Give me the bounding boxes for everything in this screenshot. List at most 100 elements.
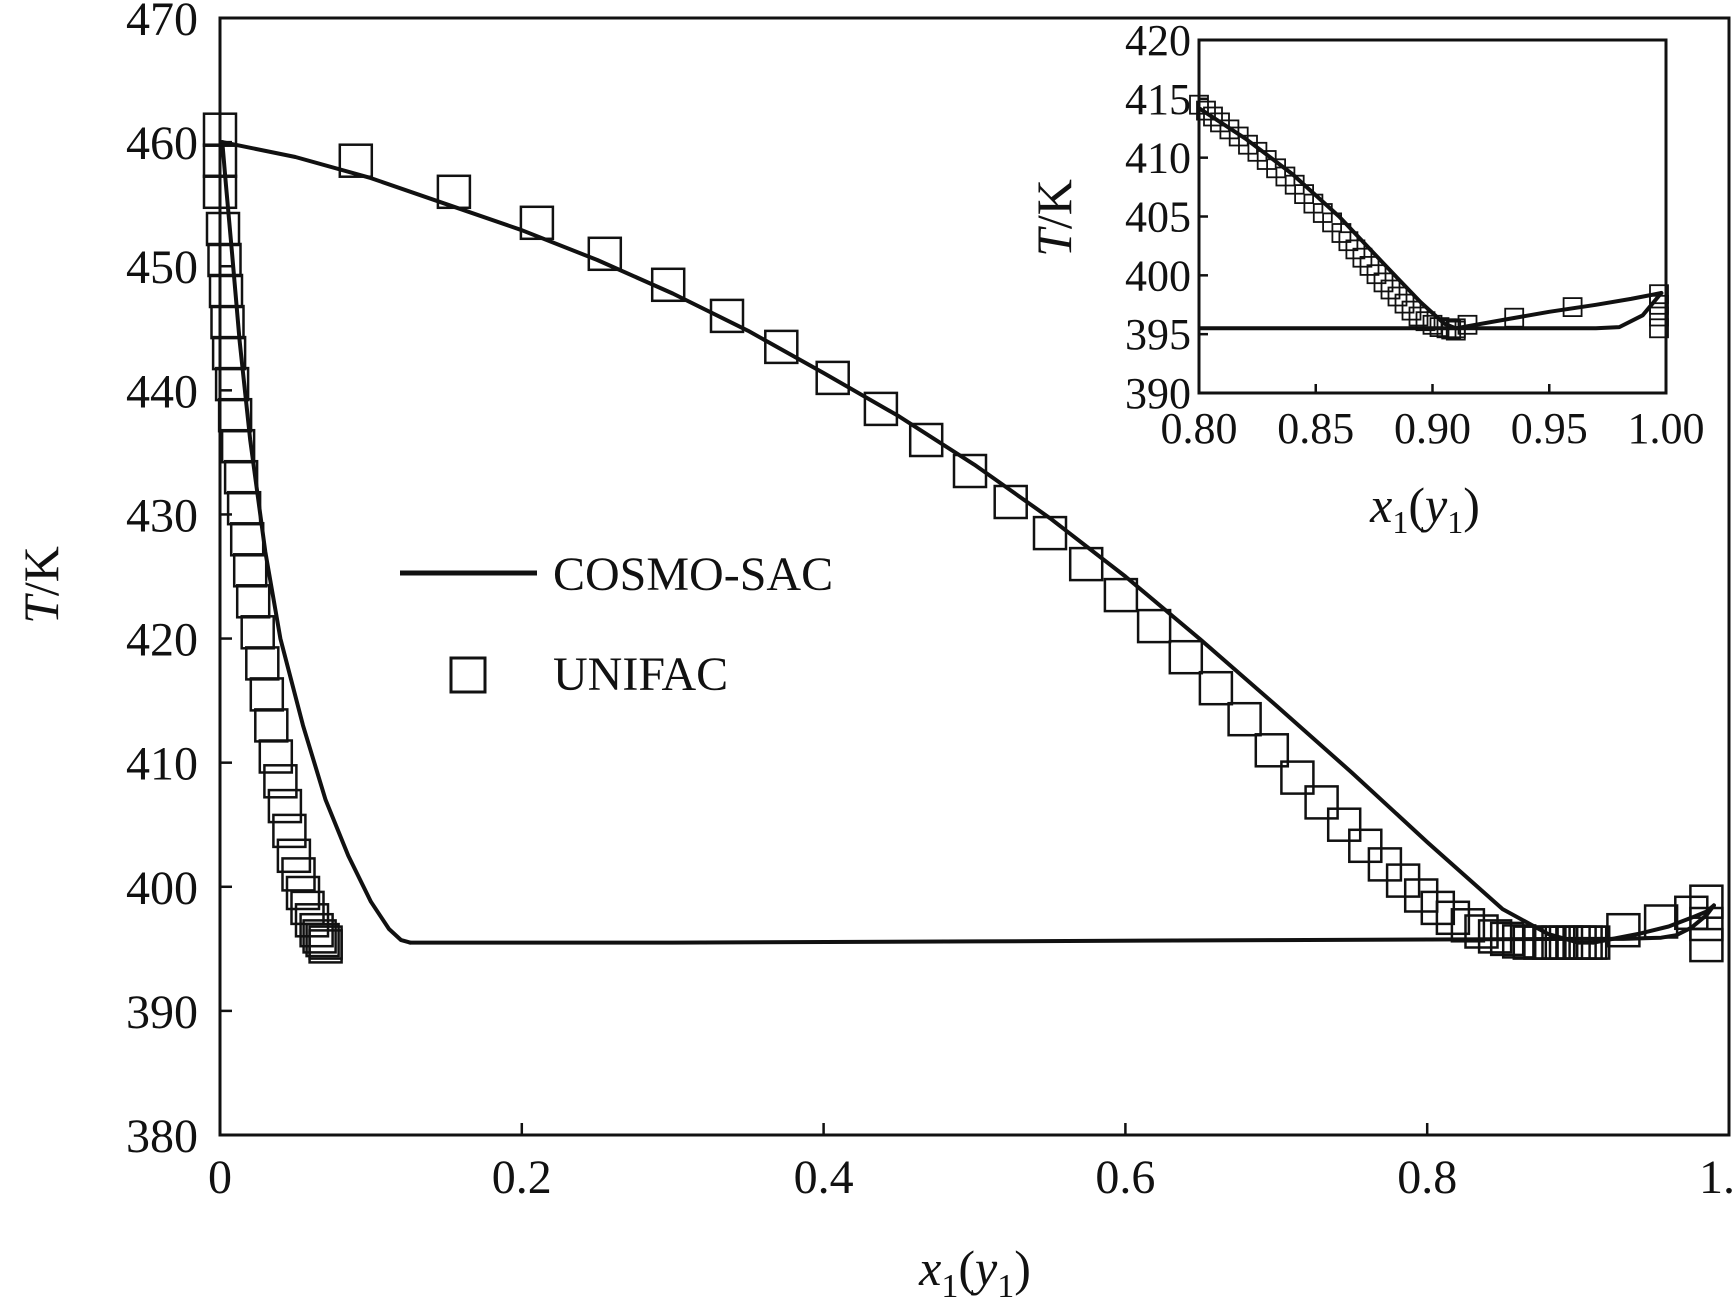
svg-text:x1(y1): x1(y1)	[1369, 477, 1480, 540]
main-unifac-point	[519, 205, 555, 241]
main-unifac-point	[267, 788, 303, 824]
main-unifac-point	[272, 813, 307, 849]
legend-marker-unifac	[449, 656, 487, 694]
inset-x-tick-label: 0.90	[1394, 404, 1471, 453]
main-unifac-point	[232, 553, 268, 588]
main-unifac-point	[1689, 927, 1724, 963]
inset-unifac-point	[1387, 286, 1408, 307]
legend-label-cosmo-sac: COSMO-SAC	[553, 548, 833, 601]
inset-unifac-point	[1441, 319, 1462, 340]
main-unifac-point	[276, 838, 312, 874]
inset-unifac-point	[1380, 279, 1401, 300]
main-unifac-point	[650, 267, 686, 303]
inset-unifac-point	[1373, 272, 1394, 293]
inset-unifac-point	[1196, 100, 1216, 121]
main-y-tick-label: 400	[126, 862, 198, 915]
main-x-tick-label: 0	[208, 1151, 232, 1204]
main-unifac-point	[1068, 546, 1104, 582]
main-unifac-point	[308, 929, 343, 964]
main-unifac-point	[993, 484, 1028, 520]
inset-unifac-point	[1649, 284, 1669, 305]
main-x-tick-label: 0.2	[492, 1151, 552, 1204]
main-unifac-point	[709, 298, 745, 334]
main-unifac-point	[1689, 884, 1724, 919]
main-unifac-point	[281, 857, 316, 892]
main-y-tick-label: 380	[126, 1110, 198, 1163]
main-y-tick-label: 390	[126, 986, 198, 1039]
main-x-tick-label: 0.8	[1397, 1151, 1457, 1204]
main-unifac-point	[1227, 701, 1262, 737]
main-unifac-point	[1643, 904, 1679, 939]
svg-text:x1(y1): x1(y1)	[918, 1240, 1031, 1305]
inset-unifac-point	[1649, 318, 1669, 339]
main-unifac-point	[587, 236, 623, 272]
inset-series-line-0-1	[1453, 291, 1664, 331]
main-y-tick-label: 460	[126, 117, 198, 170]
main-unifac-point	[207, 242, 242, 278]
main-unifac-point	[1450, 908, 1486, 943]
inset-unifac-point	[1649, 294, 1669, 315]
main-unifac-point	[764, 329, 799, 365]
inset-unifac-point	[1649, 306, 1669, 327]
main-unifac-point	[1326, 807, 1362, 842]
main-unifac-point	[263, 764, 298, 799]
inset-y-tick-label: 390	[1125, 369, 1191, 418]
legend-label-unifac: UNIFAC	[553, 648, 728, 701]
inset-y-tick-label: 410	[1125, 134, 1191, 183]
main-x-tick-label: 0.6	[1095, 1151, 1155, 1204]
main-unifac-point	[205, 211, 241, 247]
main-y-tick-label: 450	[126, 241, 198, 294]
inset-unifac-point	[1429, 317, 1450, 338]
main-y-tick-label: 440	[126, 365, 198, 418]
main-y-tick-label: 430	[126, 489, 198, 542]
main-x-tick-label: 1.0	[1699, 1151, 1736, 1204]
main-series-line-0-0	[220, 140, 413, 945]
inset-unifac-point	[1562, 297, 1583, 318]
main-unifac-point	[1606, 912, 1641, 948]
main-unifac-point	[258, 739, 294, 774]
inset-y-tick-label: 420	[1125, 16, 1191, 65]
main-unifac-point	[254, 708, 289, 743]
main-unifac-point	[226, 490, 262, 526]
inset-unifac-point	[1415, 311, 1436, 332]
main-y-tick-label: 420	[126, 614, 198, 667]
main-unifac-point	[1348, 828, 1383, 864]
inset-series-line-0-2	[1199, 291, 1664, 331]
main-plot-frame	[218, 16, 1731, 1137]
main-x-axis-title: x1(y1)	[918, 1240, 1031, 1305]
inset-unifac-point	[1203, 106, 1223, 127]
main-unifac-point	[1103, 577, 1139, 613]
main-unifac-point	[952, 453, 988, 489]
main-unifac-point	[249, 677, 285, 712]
inset-y-tick-label: 415	[1125, 75, 1191, 124]
svg-text:T/K: T/K	[1026, 179, 1082, 257]
inset-unifac-point	[1457, 314, 1478, 335]
main-y-axis-title: T/K	[13, 546, 69, 624]
main-chart: 0 0.2 0.4 0.6 0.8 1.0 380 390 400 410 420 430 440 450…	[13, 0, 1736, 1305]
inset-unifac-point	[1445, 318, 1466, 339]
main-unifac-point	[1280, 760, 1315, 795]
main-unifac-point	[235, 584, 271, 619]
main-unifac-point	[436, 174, 472, 210]
main-y-tick-label: 410	[126, 738, 198, 791]
main-unifac-point	[1136, 608, 1172, 644]
inset-unifac-point	[1189, 94, 1209, 115]
main-unifac-point	[908, 422, 944, 458]
main-unifac-point	[815, 360, 850, 396]
main-unifac-point	[202, 174, 238, 210]
main-unifac-point	[305, 922, 340, 958]
main-unifac-point	[1032, 515, 1068, 551]
main-unifac-point	[1477, 919, 1513, 954]
main-unifac-point	[863, 391, 899, 427]
inset-x-tick-label: 0.95	[1511, 404, 1588, 453]
main-unifac-point	[1168, 639, 1204, 675]
inset-unifac-point	[1504, 307, 1525, 328]
inset-unifac-point	[1394, 293, 1415, 314]
inset-x-tick-label: 1.00	[1628, 404, 1705, 453]
main-series-line-0-2	[220, 140, 1596, 945]
inset-x-axis-title: x1(y1)	[1369, 477, 1480, 540]
main-unifac-point	[1254, 733, 1290, 768]
main-unifac-point	[338, 143, 374, 178]
main-unifac-point	[1198, 670, 1234, 706]
